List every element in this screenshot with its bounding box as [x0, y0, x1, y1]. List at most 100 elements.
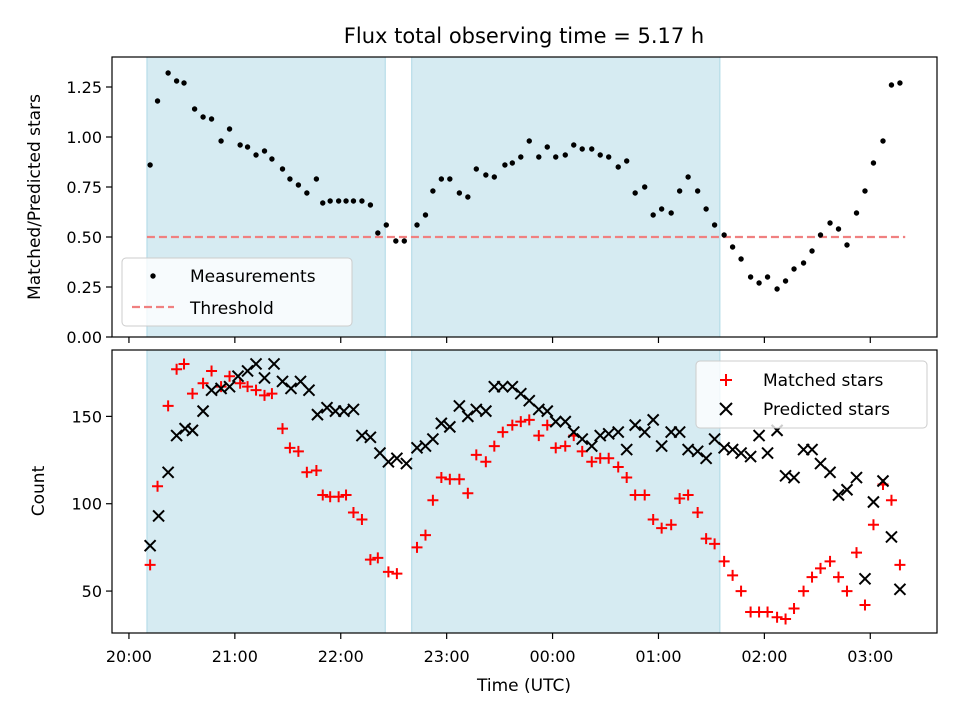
predicted-star-point [699, 452, 713, 465]
measurement-point [676, 188, 683, 194]
ratio-panel: 0.00 0.25 0.50 0.75 1.00 1.25 Matched/Predict… [25, 56, 938, 347]
predicted-star-point [470, 403, 483, 416]
measurement-point [295, 182, 302, 188]
matched-star-point [533, 430, 545, 442]
measurement-point [835, 226, 842, 232]
predicted-star-point [435, 417, 448, 430]
measurement-point [154, 98, 161, 104]
measurement-point [383, 222, 389, 228]
matched-star-point [735, 585, 747, 597]
matched-star-point [727, 569, 739, 581]
observing-windows [146, 349, 721, 634]
measurement-point [668, 210, 674, 216]
matched-star-point [815, 562, 827, 574]
predicted-star-point [231, 369, 245, 383]
predicted-star-point [347, 403, 360, 416]
predicted-star-point [223, 380, 236, 393]
threshold-legend-label: Threshold [189, 299, 274, 319]
matched-star-point [497, 426, 509, 438]
measurement-point [844, 242, 850, 248]
measurement-point [401, 238, 407, 244]
matched-star-point [356, 513, 368, 525]
x-tick-label: 03:00 [847, 647, 893, 666]
measurement-point [642, 184, 648, 190]
measurement-point [817, 232, 824, 238]
predicted-star-point [681, 443, 695, 456]
matched-star-point [859, 599, 871, 611]
measurement-point [764, 274, 771, 280]
matched-star-point [621, 472, 633, 484]
matched-star-point [682, 489, 694, 501]
measurement-point [888, 82, 895, 88]
matched-star-point [152, 480, 164, 492]
matched-star-point [833, 571, 845, 583]
measurement-point [191, 106, 198, 112]
x-axis-label: Time (UTC) [476, 676, 571, 696]
matched-star-point [788, 603, 800, 615]
predicted-star-point [761, 446, 774, 460]
measurement-point [465, 194, 471, 200]
predicted-star-point [585, 439, 598, 453]
measurement-point [147, 162, 153, 168]
ratio-legend: Measurements Threshold [121, 257, 353, 327]
predicted-star-point [453, 399, 466, 413]
matched-star-point [612, 461, 624, 473]
predicted-star-point [840, 483, 854, 496]
predicted-star-point [506, 380, 519, 393]
measurement-point [870, 160, 877, 166]
measurement-point [694, 188, 701, 194]
predicted-star-point [805, 443, 819, 456]
predicted-star-point [337, 404, 351, 418]
matched-star-point [806, 571, 818, 583]
measurement-point [632, 190, 638, 196]
matched-star-point [692, 506, 704, 518]
matched-star-point [576, 445, 588, 457]
measurement-point [438, 176, 445, 182]
measurement-point [287, 176, 293, 182]
predicted-star-point [823, 466, 837, 479]
measurement-point [173, 78, 180, 84]
measurement-point [304, 190, 310, 196]
predicted-legend-marker [719, 402, 733, 416]
predicted-star-point [734, 446, 748, 460]
predicted-star-point [161, 466, 175, 479]
matched-star-point [470, 449, 482, 461]
matched-star-point [224, 370, 236, 382]
matched-star-point [515, 416, 527, 428]
matched-star-point [780, 613, 792, 625]
predicted-star-point [205, 383, 218, 397]
matched-star-point [480, 456, 492, 468]
predicted-star-point [258, 371, 271, 385]
predicted-star-point [620, 443, 633, 456]
predicted-star-point [196, 404, 210, 418]
predicted-star-point [276, 375, 289, 388]
measurement-point [165, 70, 171, 76]
measurement-point [589, 146, 595, 152]
matched-star-point [841, 585, 853, 597]
predicted-star-point [655, 439, 668, 453]
matched-star-point [206, 365, 218, 377]
matched-star-point [340, 489, 352, 501]
y-tick-label: 150 [71, 407, 102, 426]
predicted-star-point [567, 425, 580, 439]
count-x-ticks: 20:00 21:00 22:00 23:00 00:00 01:00 02:00 03:00 [106, 633, 893, 666]
matched-star-point [171, 363, 183, 375]
y-tick-label: 0.00 [66, 328, 102, 347]
predicted-star-point [364, 431, 377, 444]
predicted-star-point [514, 387, 528, 400]
matched-star-point [364, 554, 376, 566]
matched-star-point [824, 555, 836, 567]
measurement-point [483, 172, 489, 178]
predicted-star-point [479, 404, 493, 418]
predicted-star-point [646, 413, 660, 427]
predicted-star-point [612, 425, 625, 439]
predicted-star-point [876, 474, 890, 488]
measurement-point [809, 248, 815, 254]
matched-star-point [700, 533, 712, 545]
measurement-point [703, 206, 709, 212]
measurement-points [147, 70, 903, 292]
count-y-ticks: 50 100 150 [71, 407, 112, 601]
predicted-star-point [267, 357, 281, 371]
predicted-star-point [178, 422, 192, 435]
measurement-point [200, 114, 206, 120]
